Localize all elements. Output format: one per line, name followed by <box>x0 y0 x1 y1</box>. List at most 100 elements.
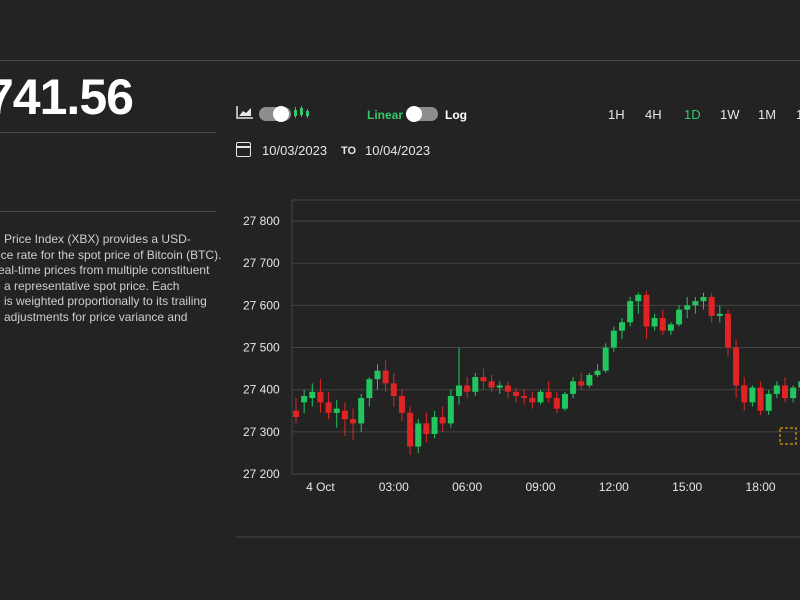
calendar-icon[interactable] <box>236 142 251 157</box>
candle <box>366 377 373 407</box>
candle <box>570 377 577 399</box>
candlestick-icon[interactable] <box>292 105 310 119</box>
range-1h-button[interactable]: 1H <box>608 107 625 122</box>
toggle-knob <box>406 106 422 122</box>
candle <box>790 385 797 403</box>
x-tick-label: 12:00 <box>599 480 629 494</box>
candle-body <box>464 385 471 392</box>
chart-type-toggle[interactable] <box>259 106 291 122</box>
candle-body <box>398 396 405 413</box>
candle-body <box>439 417 446 424</box>
candle-body <box>635 294 642 302</box>
range-4h-button[interactable]: 4H <box>645 107 662 122</box>
candle <box>521 389 528 405</box>
candle <box>301 389 308 413</box>
candle <box>635 292 642 314</box>
range-1m-button[interactable]: 1M <box>758 107 777 122</box>
candle-body <box>651 318 658 327</box>
candle-body <box>602 347 609 371</box>
candle-body <box>350 419 357 424</box>
candle-body <box>798 381 800 388</box>
candle <box>529 391 536 409</box>
range-1d-button[interactable]: 1D <box>684 107 701 122</box>
candle <box>325 391 332 420</box>
candle-body <box>447 396 454 424</box>
candle-body <box>561 393 568 409</box>
section-divider <box>0 211 216 212</box>
candle <box>676 305 683 327</box>
candle <box>415 419 422 453</box>
candle-body <box>765 393 772 411</box>
candle <box>472 372 479 397</box>
candle <box>684 296 691 319</box>
y-tick-label: 27 500 <box>243 341 280 355</box>
date-from[interactable]: 10/03/2023 <box>262 143 328 158</box>
candle-body <box>504 385 511 392</box>
range-more-button[interactable]: 1 <box>796 107 800 122</box>
candle-body <box>341 410 348 420</box>
candle-body <box>578 381 585 386</box>
x-tick-label: 06:00 <box>452 480 482 494</box>
candle <box>358 393 365 432</box>
candle <box>456 347 462 405</box>
candle <box>667 322 674 335</box>
x-tick-label: 4 Oct <box>306 480 335 494</box>
y-tick-label: 27 400 <box>243 383 280 397</box>
candle-body <box>757 387 764 411</box>
candle-body <box>610 330 617 348</box>
candle <box>537 389 544 405</box>
candle <box>407 406 414 456</box>
candle <box>716 305 723 323</box>
y-tick-label: 27 800 <box>243 214 280 228</box>
candle <box>627 296 634 327</box>
candle <box>431 410 438 439</box>
y-tick-label: 27 600 <box>243 298 280 312</box>
x-tick-label: 03:00 <box>379 480 409 494</box>
candle-body <box>692 301 699 306</box>
candle <box>733 339 740 399</box>
candle-body <box>553 398 560 409</box>
toggle-knob <box>273 106 289 122</box>
y-tick-label: 27 200 <box>243 467 280 481</box>
candle <box>496 381 503 394</box>
candle-body <box>627 301 634 323</box>
candle-body <box>733 347 740 386</box>
area-chart-icon[interactable] <box>236 105 254 119</box>
candle-body <box>423 423 430 434</box>
candle <box>643 290 650 340</box>
price-divider <box>0 132 216 133</box>
candle-body <box>382 370 389 384</box>
candle <box>578 372 585 390</box>
candle <box>374 364 381 390</box>
candle <box>561 391 568 411</box>
candle-body <box>366 379 373 399</box>
scale-toggle[interactable] <box>406 106 438 122</box>
candle-body <box>431 417 438 434</box>
candle <box>439 406 446 432</box>
candle-body <box>333 408 340 413</box>
drag-handle-icon[interactable] <box>779 427 797 445</box>
y-tick-label: 27 700 <box>243 256 280 270</box>
candle-body <box>301 396 308 403</box>
current-price: 741.56 <box>0 69 134 125</box>
candle-body <box>415 423 422 447</box>
candle-body <box>684 305 691 310</box>
log-scale-label[interactable]: Log <box>445 108 467 122</box>
candle <box>382 360 389 392</box>
candle-body <box>390 383 397 397</box>
date-to[interactable]: 10/04/2023 <box>365 143 431 158</box>
candle <box>553 391 560 413</box>
candle <box>309 383 316 407</box>
candle <box>651 313 658 331</box>
candle <box>390 372 397 407</box>
x-tick-label: 18:00 <box>746 480 776 494</box>
candle <box>423 412 430 443</box>
candle-body <box>537 391 544 403</box>
candle <box>619 318 625 340</box>
candle <box>610 326 617 352</box>
candle-body <box>374 370 381 380</box>
candle-body <box>741 385 748 403</box>
range-1w-button[interactable]: 1W <box>720 107 740 122</box>
linear-scale-label[interactable]: Linear <box>367 108 404 122</box>
